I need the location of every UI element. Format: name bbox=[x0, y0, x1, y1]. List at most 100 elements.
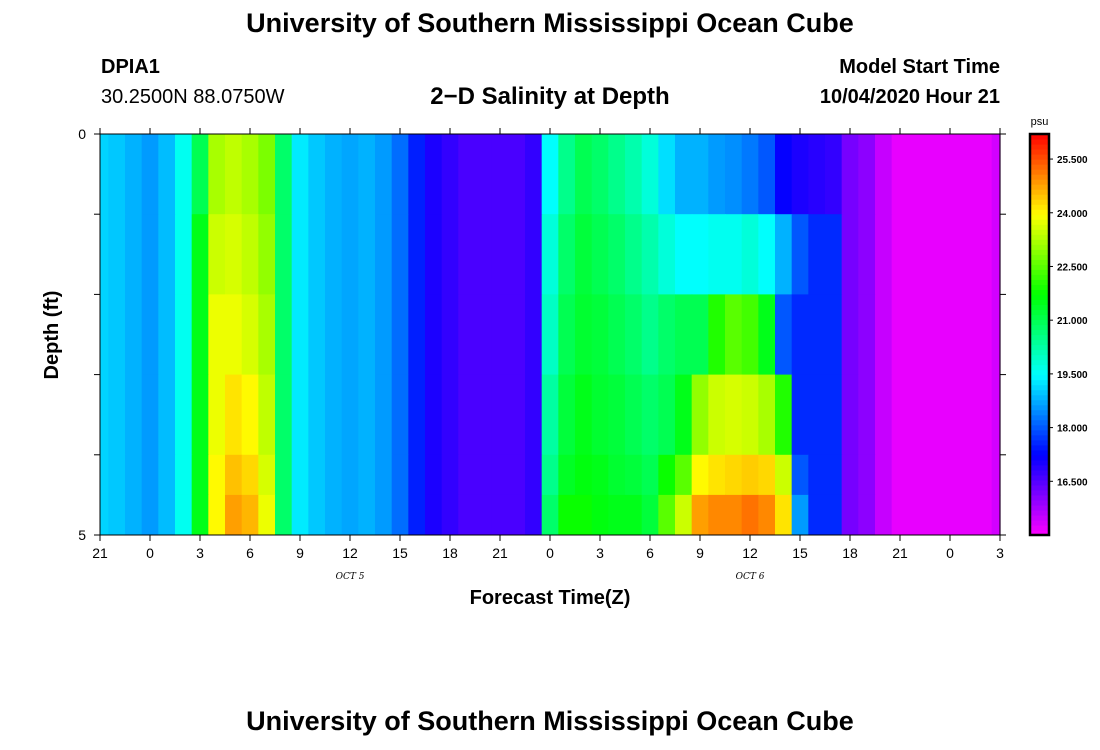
heatmap-cell bbox=[225, 294, 243, 375]
colorbar-segment bbox=[1030, 459, 1049, 466]
heatmap-cell bbox=[808, 294, 826, 375]
colorbar-segment bbox=[1030, 319, 1049, 326]
heatmap-cell bbox=[175, 214, 193, 295]
x-tick-label: 21 bbox=[492, 545, 508, 561]
heatmap-cell bbox=[525, 294, 543, 375]
heatmap-cell bbox=[591, 214, 609, 295]
heatmap-cell bbox=[708, 494, 726, 536]
x-tick-label: 15 bbox=[392, 545, 408, 561]
heatmap-cell bbox=[458, 134, 476, 215]
heatmap-cell bbox=[558, 494, 576, 536]
heatmap-cell bbox=[158, 134, 176, 215]
heatmap-cell bbox=[308, 134, 326, 215]
heatmap-cell bbox=[475, 454, 493, 496]
x-tick-label: 0 bbox=[146, 545, 154, 561]
heatmap-cell bbox=[525, 374, 543, 456]
heatmap-cell bbox=[891, 374, 909, 456]
colorbar-segment bbox=[1030, 369, 1049, 376]
heatmap-cell bbox=[658, 374, 676, 456]
heatmap-cell bbox=[441, 374, 459, 456]
heatmap-cell bbox=[908, 494, 926, 536]
heatmap-cell bbox=[775, 294, 793, 375]
heatmap-cell bbox=[108, 374, 126, 456]
heatmap-cell bbox=[541, 134, 559, 215]
heatmap-cell bbox=[125, 294, 143, 375]
heatmap-cell bbox=[575, 294, 593, 375]
heatmap-cell bbox=[475, 494, 493, 536]
heatmap-cell bbox=[141, 494, 159, 536]
heatmap-cell bbox=[925, 374, 943, 456]
heatmap-cell bbox=[291, 494, 309, 536]
heatmap-cell bbox=[958, 134, 976, 215]
heatmap-cell bbox=[325, 374, 343, 456]
heatmap-cell bbox=[608, 134, 626, 215]
colorbar-tick-label: 19.500 bbox=[1057, 370, 1088, 381]
heatmap-cell bbox=[258, 134, 276, 215]
heatmap-cell bbox=[758, 494, 776, 536]
heatmap-cell bbox=[925, 214, 943, 295]
heatmap-cell bbox=[975, 294, 993, 375]
heatmap-cell bbox=[508, 214, 526, 295]
heatmap-cell bbox=[841, 454, 859, 496]
heatmap-cell bbox=[525, 214, 543, 295]
heatmap-cell bbox=[725, 374, 743, 456]
heatmap-cell bbox=[108, 134, 126, 215]
heatmap-cell bbox=[691, 494, 709, 536]
colorbar-segment bbox=[1030, 264, 1049, 270]
colorbar-segment bbox=[1030, 509, 1049, 516]
heatmap-cell bbox=[708, 294, 726, 375]
heatmap-cell bbox=[141, 134, 159, 215]
colorbar-segment bbox=[1030, 199, 1049, 205]
heatmap-cell bbox=[741, 374, 759, 456]
colorbar-segment bbox=[1030, 464, 1049, 471]
heatmap-cell bbox=[591, 294, 609, 375]
heatmap-cell bbox=[858, 494, 876, 536]
heatmap-cell bbox=[158, 374, 176, 456]
heatmap-cell bbox=[100, 494, 109, 536]
heatmap-cell bbox=[808, 494, 826, 536]
heatmap-cell bbox=[425, 294, 443, 375]
heatmap-cell bbox=[408, 374, 426, 456]
heatmap-cell bbox=[491, 454, 509, 496]
heatmap-cell bbox=[858, 214, 876, 295]
heatmap-cell bbox=[308, 214, 326, 295]
heatmap-cell bbox=[275, 134, 293, 215]
heatmap-cell bbox=[958, 214, 976, 295]
heatmap-cell bbox=[458, 494, 476, 536]
heatmap-cell bbox=[108, 294, 126, 375]
x-axis-title: Forecast Time(Z) bbox=[470, 587, 631, 609]
heatmap-cell bbox=[541, 214, 559, 295]
heatmap-cell bbox=[941, 134, 959, 215]
heatmap-cell bbox=[225, 134, 243, 215]
heatmap-cell bbox=[708, 374, 726, 456]
heatmap-cell bbox=[358, 494, 376, 536]
heatmap-cell bbox=[975, 454, 993, 496]
colorbar-segment bbox=[1030, 224, 1049, 230]
x-tick-label: 6 bbox=[246, 545, 254, 561]
heatmap-cell bbox=[641, 214, 659, 295]
heatmap-cell bbox=[625, 494, 643, 536]
colorbar-segment bbox=[1030, 334, 1049, 341]
heatmap-cell bbox=[241, 494, 259, 536]
heatmap-cell bbox=[958, 494, 976, 536]
heatmap-cell bbox=[608, 494, 626, 536]
heatmap-cell bbox=[608, 294, 626, 375]
x-tick-label: 3 bbox=[196, 545, 204, 561]
heatmap-cell bbox=[291, 454, 309, 496]
heatmap-cell bbox=[408, 134, 426, 215]
heatmap-cell bbox=[391, 214, 409, 295]
heatmap-cell bbox=[158, 294, 176, 375]
heatmap-cell bbox=[225, 494, 243, 536]
heatmap-cell bbox=[275, 214, 293, 295]
x-tick-label: 18 bbox=[842, 545, 858, 561]
heatmap-cell bbox=[158, 454, 176, 496]
heatmap-cell bbox=[475, 374, 493, 456]
station-id: DPIA1 bbox=[101, 56, 160, 78]
heatmap-cell bbox=[208, 454, 226, 496]
heatmap-cell bbox=[825, 214, 843, 295]
heatmap-cell bbox=[708, 454, 726, 496]
heatmap-cell bbox=[908, 374, 926, 456]
heatmap-cell bbox=[741, 454, 759, 496]
heatmap-cell bbox=[625, 294, 643, 375]
heatmap-cell bbox=[241, 214, 259, 295]
